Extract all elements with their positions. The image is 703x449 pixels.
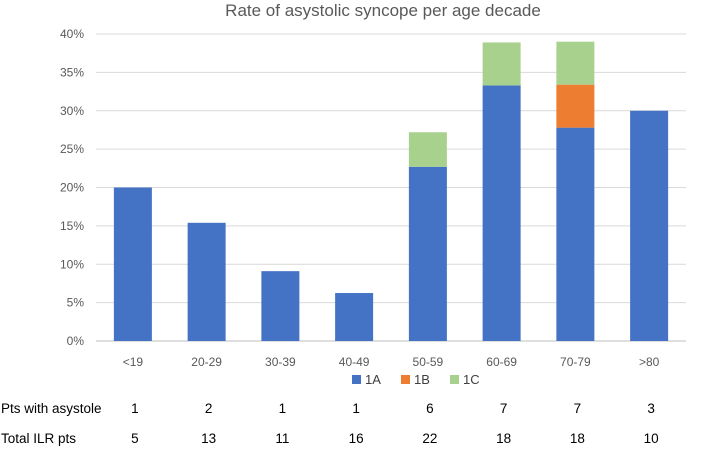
legend-swatch-1c	[450, 375, 459, 384]
y-tick-label: 30%	[60, 104, 84, 118]
table-cell: 7	[500, 401, 508, 416]
y-tick-label: 10%	[60, 257, 84, 271]
x-tick-label: >80	[639, 355, 660, 369]
y-tick-label: 15%	[60, 219, 84, 233]
y-tick-label: 5%	[67, 296, 85, 310]
table-cell: 11	[275, 431, 289, 446]
table-row-label: Total ILR pts	[1, 431, 76, 446]
bar-1c-5	[482, 42, 521, 86]
table-cell: 7	[574, 401, 582, 416]
x-tick-label: <19	[123, 355, 144, 369]
bar-1a-4	[408, 166, 447, 341]
bars	[113, 41, 669, 341]
legend-label-1b: 1B	[414, 372, 430, 387]
gridlines	[96, 33, 686, 342]
bar-1a-3	[335, 293, 374, 341]
y-axis: 0% 5% 10% 15% 20% 25% 30% 35% 40%	[60, 27, 84, 348]
y-tick-label: 40%	[60, 27, 84, 41]
legend-label-1c: 1C	[463, 372, 480, 387]
table-cell: 3	[647, 401, 655, 416]
legend: 1A 1B 1C	[352, 372, 480, 387]
legend-swatch-1b	[401, 375, 410, 384]
table-cell: 13	[201, 431, 216, 446]
x-axis: <19 20-29 30-39 40-49 50-59 60-69 70-79 >80	[123, 355, 660, 369]
bar-1b-6	[556, 84, 595, 128]
bar-1a-7	[630, 110, 669, 341]
y-tick-label: 25%	[60, 142, 84, 156]
table-cell: 10	[644, 431, 659, 446]
legend-label-1a: 1A	[365, 372, 381, 387]
table-cell: 1	[352, 401, 360, 416]
table-cell: 18	[570, 431, 585, 446]
table-cell: 1	[279, 401, 287, 416]
table-cell: 22	[422, 431, 437, 446]
bar-1a-2	[261, 271, 300, 341]
x-tick-label: 70-79	[560, 355, 591, 369]
bar-1a-6	[556, 127, 595, 341]
table-cell: 6	[426, 401, 434, 416]
y-tick-label: 20%	[60, 181, 84, 195]
table-row-label: Pts with asystole	[1, 401, 102, 416]
bar-1a-1	[187, 222, 226, 341]
bar-1c-6	[556, 41, 595, 85]
table-cell: 1	[131, 401, 139, 416]
x-tick-label: 60-69	[486, 355, 517, 369]
legend-swatch-1a	[352, 375, 361, 384]
x-tick-label: 20-29	[191, 355, 222, 369]
bar-1a-0	[113, 187, 152, 341]
table-cell: 2	[205, 401, 213, 416]
x-tick-label: 30-39	[265, 355, 296, 369]
y-tick-label: 0%	[67, 334, 85, 348]
table-cell: 18	[496, 431, 511, 446]
bar-1a-5	[482, 85, 521, 341]
table-cell: 5	[131, 431, 139, 446]
chart-title: Rate of asystolic syncope per age decade	[225, 1, 541, 20]
x-tick-label: 50-59	[413, 355, 444, 369]
y-tick-label: 35%	[60, 65, 84, 79]
bar-1c-4	[408, 132, 447, 167]
x-tick-label: 40-49	[339, 355, 370, 369]
table-cell: 16	[349, 431, 364, 446]
